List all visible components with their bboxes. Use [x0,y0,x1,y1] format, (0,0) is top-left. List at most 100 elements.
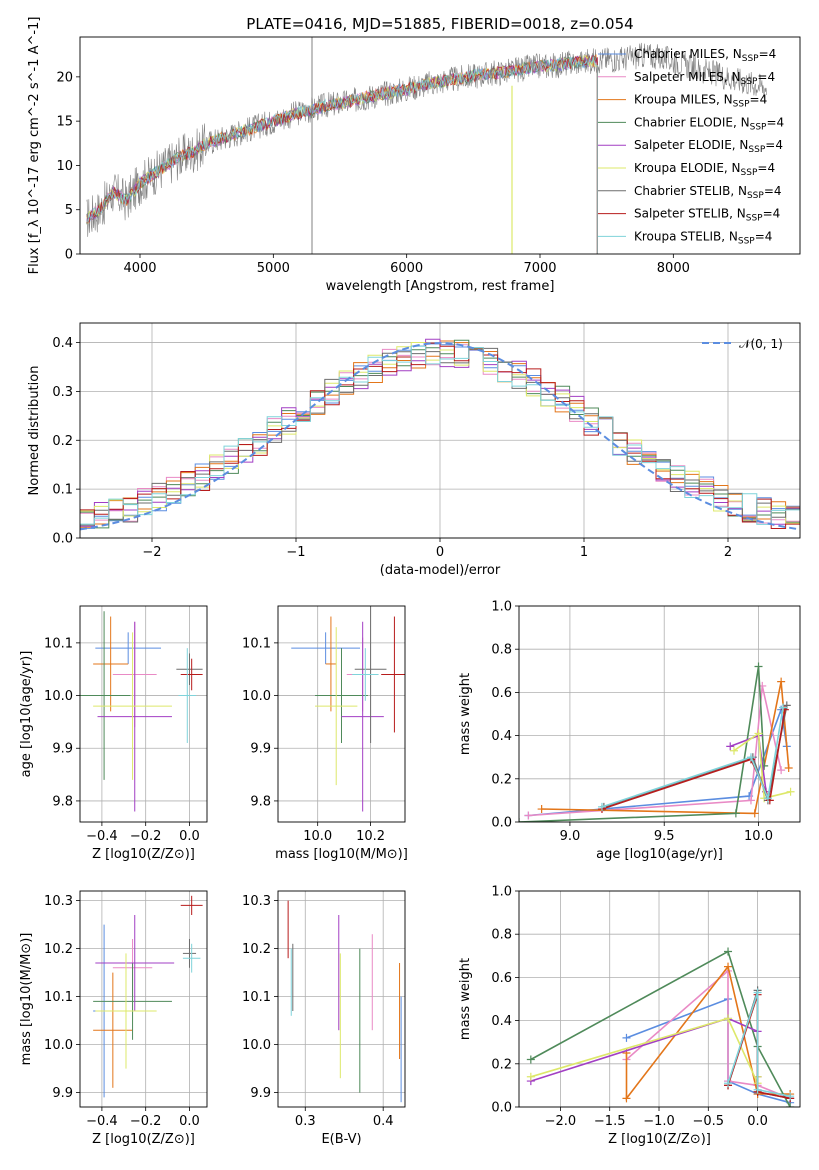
y-axis-label: mass weight [458,958,473,1040]
y-tick-label: 0.6 [491,971,512,986]
x-tick-label: −2 [142,545,161,560]
y-tick-label: 0.4 [491,729,512,744]
y-tick-label: 10 [56,159,73,174]
y-tick-label: 10.3 [242,894,271,909]
x-axis-label: (data-model)/error [380,563,501,578]
weight-series-line [601,709,786,810]
legend-subscript: SSP [742,54,759,64]
legend-text: =4 [765,138,783,152]
weight-marker [524,811,533,820]
y-axis-label: age [log10(age/yr)] [19,651,34,778]
error-point [93,963,172,1040]
legend-subscript: SSP [747,191,764,201]
legend-text: =4 [764,184,782,198]
x-axis-label: wavelength [Angstrom, rest frame] [326,279,555,294]
y-tick-label: 9.9 [250,1086,271,1101]
error-point [95,915,175,1011]
x-tick-label: 8000 [657,261,690,276]
y-tick-label: 10.0 [242,689,271,704]
weight-marker [754,662,763,671]
y-tick-label: 0.1 [52,483,73,498]
panel-age_vs_mass: 10.0 10.2 9.8 9.9 10.0 10.1 mass [log10(M/M⊙)] [242,605,408,862]
y-tick-label: 9.8 [250,794,271,809]
weight-series-line [530,950,791,1107]
weight-marker [597,802,606,811]
y-tick-label: 10.0 [44,689,73,704]
legend-text: =4 [755,229,773,243]
axes-frame [79,890,208,1108]
weight-marker [784,764,793,772]
weight-marker [622,1094,631,1103]
y-tick-label: 0.6 [491,686,512,701]
histogram-series [80,345,800,525]
x-tick-label: 5000 [257,261,290,276]
x-tick-label: 4000 [123,261,156,276]
x-tick-label: −0.2 [130,1114,162,1129]
legend-label: 𝒩(0, 1) [739,337,783,351]
weight-marker [724,962,733,971]
y-tick-label: 10.2 [44,942,73,957]
weight-marker [724,1014,733,1023]
plot-area [80,338,800,531]
legend-text: =4 [766,115,784,129]
legend-subscript: SSP [741,77,758,87]
x-tick-label: 0.0 [179,829,200,844]
y-tick-label: 0.2 [491,1057,512,1072]
weight-marker [753,1085,762,1094]
weight-marker [537,805,546,814]
x-tick-label: 6000 [390,261,423,276]
axes-frame [79,605,208,823]
panel-residuals: −2 −1 0 1 2 0.0 0.1 0.2 0.3 0.4 (data-model)/error… [27,322,801,578]
error-point [381,616,405,733]
legend-text: Kroupa MILES, N [634,93,733,107]
weight-marker [726,742,735,751]
weight-marker [786,1103,795,1107]
y-tick-label: 20 [56,70,73,85]
weight-series-line [530,1017,759,1082]
x-tick-label: 2 [724,545,732,560]
figure-title: PLATE=0416, MJD=51885, FIBERID=0018, z=0… [246,15,633,33]
y-tick-label: 10.1 [44,636,73,651]
x-axis-label: Z [log10(Z/Z⊙)] [608,1132,711,1147]
y-tick-label: 9.8 [52,794,73,809]
x-tick-label: 0.4 [373,1114,394,1129]
x-tick-label: −1 [286,545,305,560]
weight-marker [763,794,772,803]
error-point [315,648,368,743]
y-tick-label: 0.3 [52,385,73,400]
y-tick-label: 15 [56,115,73,130]
x-tick-label: 1 [580,545,588,560]
y-tick-label: 0.2 [491,772,512,787]
weight-marker [786,1092,795,1101]
x-tick-label: 0.3 [295,1114,316,1129]
weight-marker [526,1055,535,1064]
panel-spectrum: 4000 5000 6000 7000 8000 0 5 10 15 20 wavelength [… [27,17,801,294]
y-tick-label: 10.1 [242,990,271,1005]
x-tick-label: 10.0 [303,829,332,844]
y-tick-label: 10.1 [242,636,271,651]
x-tick-label: −0.5 [693,1114,725,1129]
legend-label: Chabrier STELIB, NSSP=4 [634,184,782,201]
legend-text: Kroupa STELIB, N [634,229,738,243]
legend-label: Salpeter STELIB, NSSP=4 [634,207,780,224]
weight-marker [753,988,762,997]
axes-frame [518,890,801,1108]
y-tick-label: 0 [65,248,73,263]
weight-marker [779,703,788,712]
x-tick-label: −1.5 [594,1114,626,1129]
axes-frame [277,605,406,823]
error-point [93,972,133,1088]
legend-text: Chabrier ELODIE, N [634,115,750,129]
y-tick-label: 0.4 [52,336,73,351]
weight-marker [746,753,755,762]
weight-marker [729,746,738,755]
weight-marker [754,729,763,738]
legend-text: Kroupa ELODIE, N [634,161,741,175]
y-tick-label: 0.0 [491,1101,512,1116]
legend-subscript: SSP [738,236,755,246]
x-tick-label: 9.0 [560,829,581,844]
x-tick-label: −0.4 [86,1114,118,1129]
legend-subscript: SSP [741,168,758,178]
model-line [86,55,598,254]
